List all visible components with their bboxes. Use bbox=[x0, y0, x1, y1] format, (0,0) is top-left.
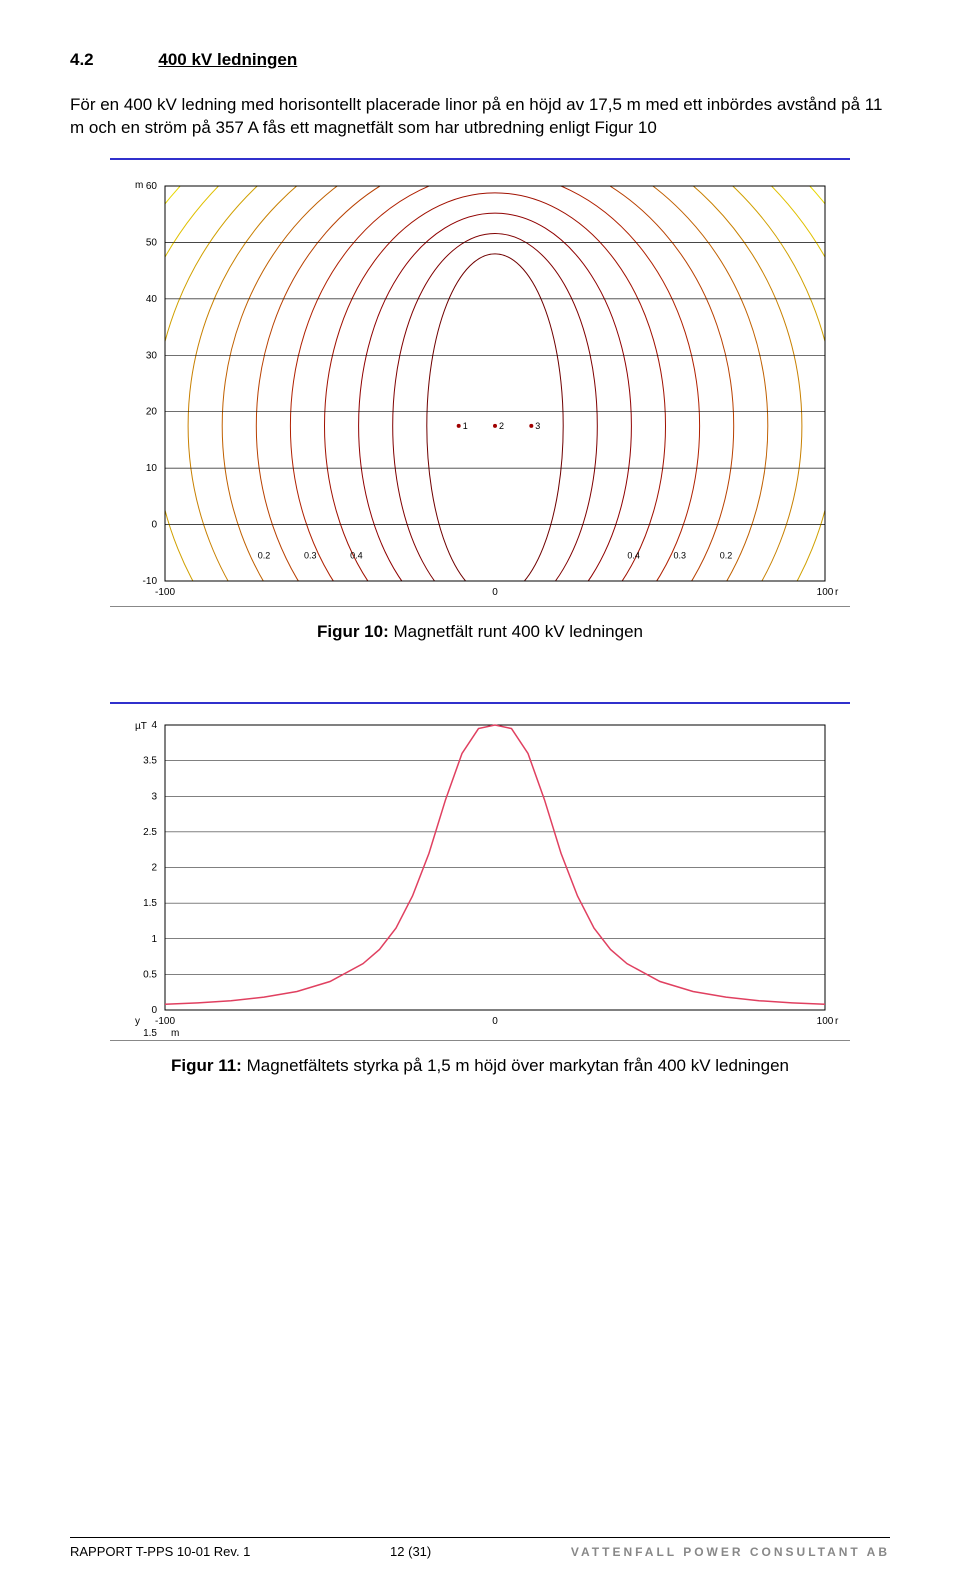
svg-text:0.4: 0.4 bbox=[627, 550, 640, 560]
svg-text:100: 100 bbox=[817, 1016, 834, 1027]
figure11-container: 00.511.522.533.54µT-1000100ry1.5m Figur … bbox=[70, 702, 890, 1076]
footer-right: VATTENFALL POWER CONSULTANT AB bbox=[571, 1545, 890, 1559]
page-footer: RAPPORT T-PPS 10-01 Rev. 1 12 (31) VATTE… bbox=[70, 1537, 890, 1559]
svg-text:0: 0 bbox=[492, 1016, 498, 1027]
svg-text:2: 2 bbox=[499, 421, 504, 431]
svg-text:0: 0 bbox=[492, 587, 498, 598]
svg-text:50: 50 bbox=[146, 237, 158, 248]
figure11-chart: 00.511.522.533.54µT-1000100ry1.5m bbox=[110, 710, 850, 1040]
svg-text:1.5: 1.5 bbox=[143, 1028, 157, 1039]
figure11-caption-label: Figur 11: bbox=[171, 1056, 242, 1075]
svg-text:m: m bbox=[171, 1028, 179, 1039]
svg-text:-100: -100 bbox=[155, 587, 175, 598]
svg-text:40: 40 bbox=[146, 294, 158, 305]
svg-text:30: 30 bbox=[146, 350, 158, 361]
svg-text:20: 20 bbox=[146, 407, 158, 418]
svg-text:1.5: 1.5 bbox=[143, 898, 157, 909]
svg-text:60: 60 bbox=[146, 181, 158, 192]
svg-text:2: 2 bbox=[151, 862, 157, 873]
figure10-caption-label: Figur 10: bbox=[317, 622, 389, 641]
svg-text:100: 100 bbox=[817, 587, 834, 598]
svg-text:0.5: 0.5 bbox=[143, 969, 157, 980]
figure10-caption: Figur 10: Magnetfält runt 400 kV ledning… bbox=[70, 622, 890, 642]
svg-text:0.4: 0.4 bbox=[350, 550, 363, 560]
figure10-container: -100102030405060m-1000100r-1001020304050… bbox=[70, 158, 890, 642]
svg-text:µT: µT bbox=[135, 721, 147, 732]
svg-text:0: 0 bbox=[151, 1005, 157, 1016]
svg-text:4: 4 bbox=[151, 720, 157, 731]
section-number: 4.2 bbox=[70, 50, 94, 70]
svg-text:3.5: 3.5 bbox=[143, 756, 157, 767]
section-title: 400 kV ledningen bbox=[158, 50, 297, 70]
svg-text:m: m bbox=[135, 180, 143, 191]
svg-text:0: 0 bbox=[151, 519, 157, 530]
svg-text:0.2: 0.2 bbox=[258, 550, 271, 560]
svg-text:10: 10 bbox=[146, 463, 158, 474]
figure10-chart: -100102030405060m-1000100r-1001020304050… bbox=[110, 166, 850, 606]
svg-text:-10: -10 bbox=[143, 576, 158, 587]
svg-text:0.3: 0.3 bbox=[304, 550, 317, 560]
svg-text:3: 3 bbox=[535, 421, 540, 431]
svg-text:2.5: 2.5 bbox=[143, 827, 157, 838]
svg-text:-100: -100 bbox=[155, 1016, 175, 1027]
figure10-caption-text: Magnetfält runt 400 kV ledningen bbox=[394, 622, 644, 641]
svg-text:3: 3 bbox=[151, 791, 157, 802]
svg-text:1: 1 bbox=[463, 421, 468, 431]
section-header: 4.2 400 kV ledningen bbox=[70, 50, 890, 70]
svg-text:y: y bbox=[135, 1016, 140, 1027]
body-paragraph: För en 400 kV ledning med horisontellt p… bbox=[70, 94, 890, 140]
svg-text:r: r bbox=[835, 1016, 839, 1027]
footer-center: 12 (31) bbox=[390, 1544, 431, 1559]
svg-text:0.2: 0.2 bbox=[720, 550, 733, 560]
svg-text:1: 1 bbox=[151, 934, 157, 945]
figure11-caption: Figur 11: Magnetfältets styrka på 1,5 m … bbox=[70, 1056, 890, 1076]
figure11-caption-text: Magnetfältets styrka på 1,5 m höjd över … bbox=[247, 1056, 789, 1075]
svg-text:0.3: 0.3 bbox=[674, 550, 687, 560]
footer-left: RAPPORT T-PPS 10-01 Rev. 1 bbox=[70, 1544, 250, 1559]
